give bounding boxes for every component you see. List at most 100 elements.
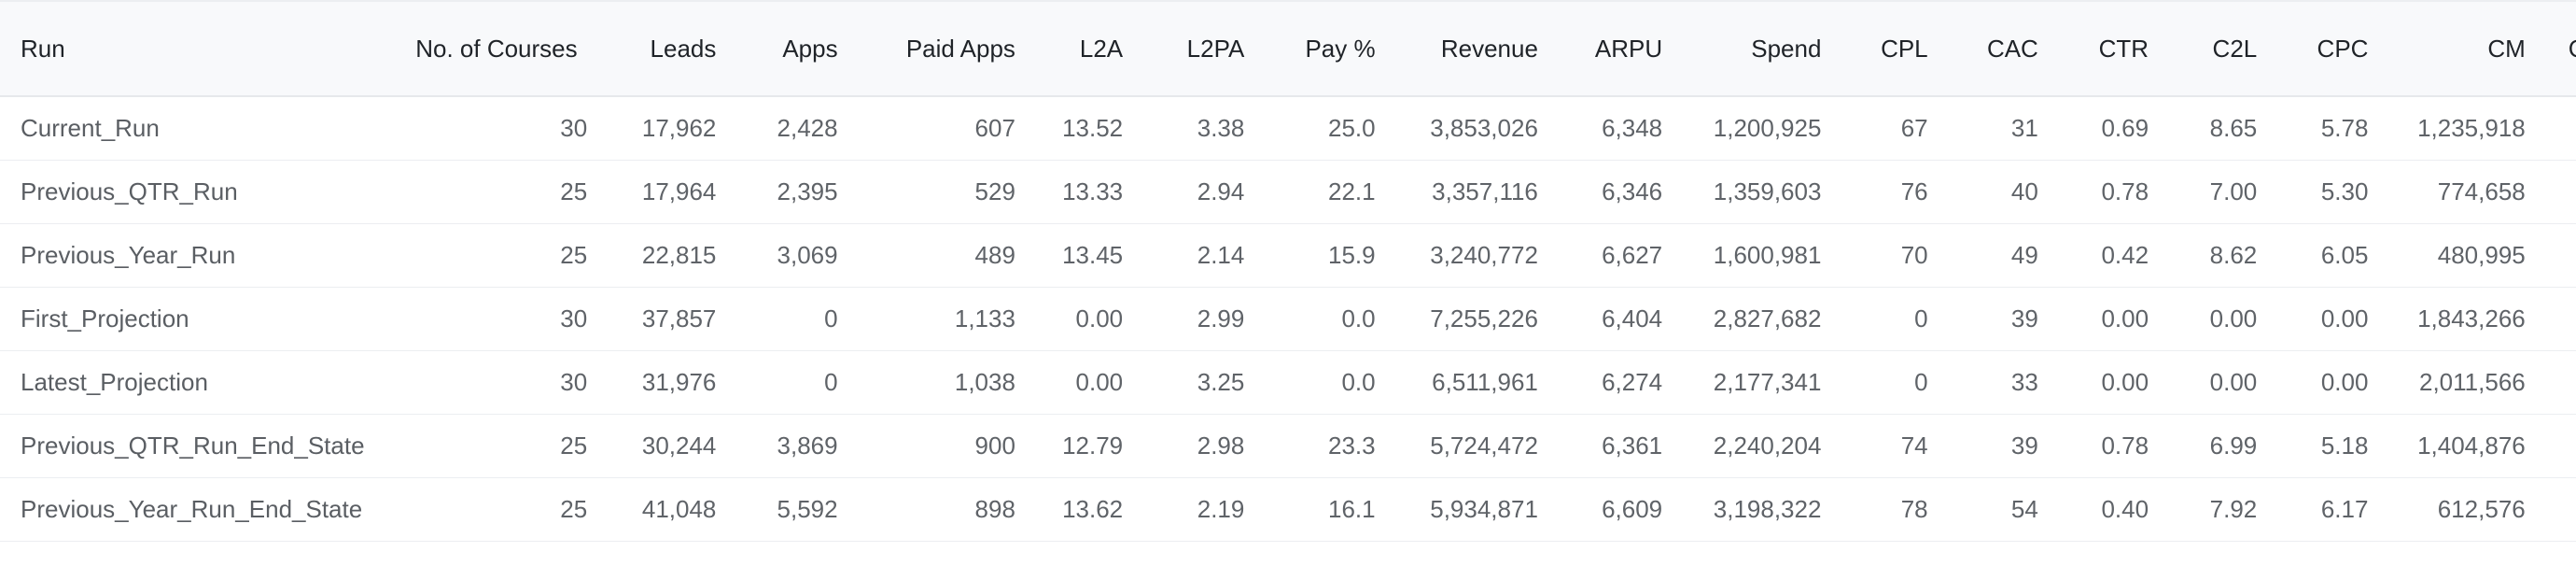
table-cell: 607 [860, 96, 1038, 161]
column-header-l2pa[interactable]: L2PA [1145, 0, 1267, 97]
table-cell: 3.38 [1145, 96, 1267, 161]
column-header-cpc[interactable]: CPC [2279, 0, 2391, 97]
table-cell: 17,964 [609, 160, 739, 224]
table-cell: 529 [860, 160, 1038, 224]
table-cell: 1,200,925 [1685, 96, 1844, 161]
table-row[interactable]: Previous_Year_Run_End_State 25 41,048 5,592… [0, 477, 2576, 542]
column-header-leads[interactable]: Leads [609, 0, 739, 97]
column-header-arpu[interactable]: ARPU [1560, 0, 1686, 97]
table-cell: 25.0 [1267, 96, 1398, 161]
table-cell: 480,995 [2390, 223, 2548, 288]
table-row[interactable]: Previous_QTR_Run 25 17,964 2,395 529 13.33 2.9… [0, 160, 2576, 224]
table-cell: 0 [1843, 350, 1951, 415]
table-cell: 0.00 [2171, 287, 2280, 351]
table-cell: 0.40 [2060, 477, 2172, 542]
table-cell: 3.25 [1145, 350, 1267, 415]
table-row[interactable]: Previous_Year_Run 25 22,815 3,069 489 13.45 2.… [0, 223, 2576, 288]
table-cell: 3,357,116 [1397, 160, 1561, 224]
table-cell: 31,976 [609, 350, 739, 415]
table-cell: 0.00 [1037, 287, 1146, 351]
table-cell [2547, 96, 2576, 161]
table-cell [2547, 287, 2576, 351]
table-cell: 39 [1950, 287, 2061, 351]
table-cell: 1,600,981 [1685, 223, 1844, 288]
table-row[interactable]: Previous_QTR_Run_End_State 25 30,244 3,869 9… [0, 414, 2576, 478]
table-cell: 25 [385, 160, 610, 224]
table-body: Current_Run 30 17,962 2,428 607 13.52 3.38 25.0… [0, 96, 2576, 542]
table-cell: 0 [738, 350, 861, 415]
table-cell: 3,240,772 [1397, 223, 1561, 288]
column-header-no-of-courses[interactable]: No. of Courses [385, 0, 610, 97]
table-cell: 5.30 [2279, 160, 2391, 224]
table-row[interactable]: First_Projection 30 37,857 0 1,133 0.00 2.99 0.… [0, 287, 2576, 351]
row-run-name: Current_Run [0, 96, 385, 161]
column-header-spend[interactable]: Spend [1685, 0, 1844, 97]
table-row[interactable]: Latest_Projection 30 31,976 0 1,038 0.00 3.25 0… [0, 350, 2576, 415]
row-run-name: Previous_QTR_Run [0, 160, 385, 224]
table-cell: 0.00 [1037, 350, 1146, 415]
table-cell: 5.78 [2279, 96, 2391, 161]
table-cell: 2,395 [738, 160, 861, 224]
table-cell: 30 [385, 350, 610, 415]
table-cell: 37,857 [609, 287, 739, 351]
table-cell: 12.79 [1037, 414, 1146, 478]
table-cell: 0.00 [2279, 287, 2391, 351]
column-header-revenue[interactable]: Revenue [1397, 0, 1561, 97]
table-cell: 2.98 [1145, 414, 1267, 478]
row-run-name: First_Projection [0, 287, 385, 351]
table-cell: 74 [1843, 414, 1951, 478]
row-run-name: Previous_Year_Run_End_State [0, 477, 385, 542]
table-row[interactable]: Current_Run 30 17,962 2,428 607 13.52 3.38 25.0… [0, 96, 2576, 161]
table-cell: 6,627 [1560, 223, 1686, 288]
table-cell: 1,843,266 [2390, 287, 2548, 351]
table-cell: 612,576 [2390, 477, 2548, 542]
table-cell: 5,934,871 [1397, 477, 1561, 542]
row-run-name: Latest_Projection [0, 350, 385, 415]
table-cell: 16.1 [1267, 477, 1398, 542]
table-cell: 22,815 [609, 223, 739, 288]
table-cell: 774,658 [2390, 160, 2548, 224]
table-header: Run No. of Courses Leads Apps Paid Apps … [0, 0, 2576, 97]
table-cell: 30 [385, 96, 610, 161]
table-cell: 67 [1843, 96, 1951, 161]
column-header-cm[interactable]: CM [2390, 0, 2548, 97]
table-cell: 0.00 [2171, 350, 2280, 415]
column-header-paid-apps[interactable]: Paid Apps [860, 0, 1038, 97]
column-header-c2l[interactable]: C2L [2171, 0, 2280, 97]
column-header-partial[interactable]: C [2547, 0, 2576, 97]
table-cell: 6,404 [1560, 287, 1686, 351]
table-cell: 39 [1950, 414, 2061, 478]
table-cell: 6.99 [2171, 414, 2280, 478]
table-cell: 8.65 [2171, 96, 2280, 161]
table-cell: 25 [385, 477, 610, 542]
table-cell: 78 [1843, 477, 1951, 542]
column-header-cpl[interactable]: CPL [1843, 0, 1951, 97]
table-cell: 7.92 [2171, 477, 2280, 542]
column-header-l2a[interactable]: L2A [1037, 0, 1146, 97]
table-cell: 6,361 [1560, 414, 1686, 478]
column-header-run[interactable]: Run [0, 0, 385, 97]
table-cell [2547, 350, 2576, 415]
table-cell: 30 [385, 287, 610, 351]
table-cell: 2.94 [1145, 160, 1267, 224]
column-header-apps[interactable]: Apps [738, 0, 861, 97]
table-cell: 6,609 [1560, 477, 1686, 542]
table-cell [2547, 223, 2576, 288]
column-header-ctr[interactable]: CTR [2060, 0, 2172, 97]
table-cell: 15.9 [1267, 223, 1398, 288]
runs-table: Run No. of Courses Leads Apps Paid Apps … [0, 0, 2576, 542]
table-cell: 0.78 [2060, 160, 2172, 224]
table-cell: 13.33 [1037, 160, 1146, 224]
table-cell: 5,724,472 [1397, 414, 1561, 478]
table-cell: 8.62 [2171, 223, 2280, 288]
table-cell: 13.52 [1037, 96, 1146, 161]
table-cell: 70 [1843, 223, 1951, 288]
table-cell: 2,428 [738, 96, 861, 161]
column-header-pay-pct[interactable]: Pay % [1267, 0, 1398, 97]
table-cell: 7,255,226 [1397, 287, 1561, 351]
column-header-cac[interactable]: CAC [1950, 0, 2061, 97]
table-cell: 13.45 [1037, 223, 1146, 288]
table-cell: 3,069 [738, 223, 861, 288]
table-cell: 49 [1950, 223, 2061, 288]
